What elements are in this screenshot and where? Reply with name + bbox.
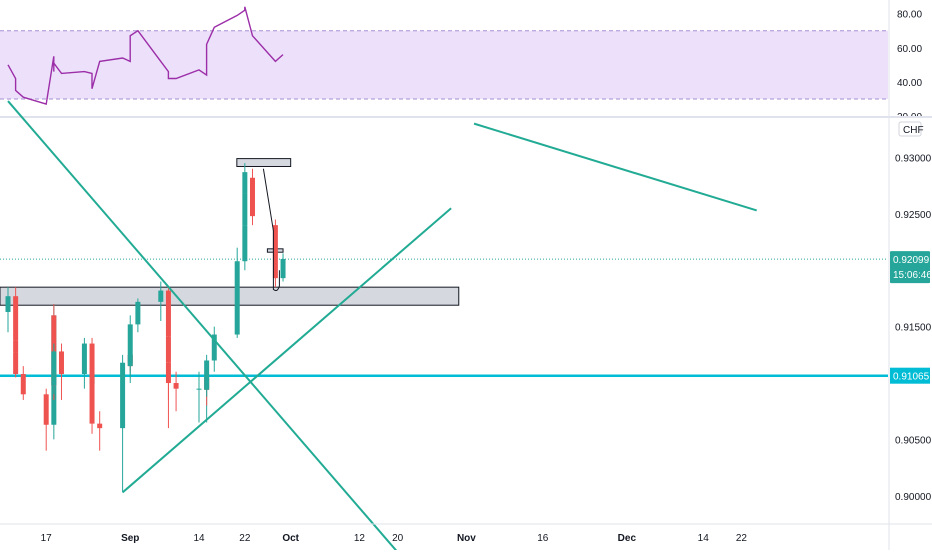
candle-body <box>197 389 202 390</box>
candle <box>212 327 217 372</box>
candle-body <box>128 324 133 366</box>
candle-body <box>51 351 56 385</box>
price-tick-label: 0.92500 <box>895 210 932 221</box>
trend-line-1[interactable] <box>123 208 452 492</box>
rsi-band <box>0 31 888 99</box>
price-tick-label: 0.93000 <box>895 153 932 164</box>
candle-body <box>174 383 179 389</box>
candle-body <box>166 363 171 383</box>
price-tick-label: 0.90000 <box>895 492 932 503</box>
candle-body <box>82 344 87 374</box>
candle <box>59 344 64 400</box>
level-price-label: 0.91065 <box>893 372 930 383</box>
candle-body <box>158 291 163 302</box>
time-tick-label: 22 <box>239 533 251 544</box>
price-tick-label: 0.91500 <box>895 323 932 334</box>
candle-body <box>204 360 209 389</box>
candle <box>204 355 209 397</box>
candle <box>97 411 102 450</box>
time-tick-label: Oct <box>282 533 299 544</box>
candle <box>281 253 286 281</box>
zone-rectangle-0[interactable] <box>0 287 459 305</box>
candle <box>128 315 133 377</box>
candle <box>235 248 240 338</box>
rsi-tick-label: 40.00 <box>897 78 922 89</box>
candle-body <box>6 296 11 312</box>
trend-line-2[interactable] <box>474 124 757 211</box>
candle-body <box>242 172 247 193</box>
countdown-label: 15:06:46 <box>893 270 932 281</box>
time-tick-label: 12 <box>354 533 366 544</box>
candle-body <box>13 353 18 374</box>
candle <box>135 298 140 332</box>
candle <box>197 372 202 423</box>
candle <box>174 372 179 411</box>
current-price-label: 0.92099 <box>893 255 930 266</box>
candle-body <box>97 424 102 429</box>
trend-line-0[interactable] <box>8 101 398 550</box>
rsi-tick-label: 60.00 <box>897 44 922 55</box>
candle-body <box>235 261 240 334</box>
candle-body <box>120 363 125 428</box>
candle-body <box>90 377 95 423</box>
candle-body <box>281 259 286 278</box>
price-pane: CHF 0.93000 0.92500 0.91500 0.90500 0.90000 0.… <box>0 101 932 550</box>
candle-body <box>135 302 140 325</box>
time-tick-label: Dec <box>618 533 637 544</box>
candle-body <box>59 351 64 374</box>
candle <box>120 355 125 493</box>
candle <box>21 366 26 400</box>
time-tick-label: Sep <box>121 533 139 544</box>
time-tick-label: 14 <box>193 533 205 544</box>
rsi-tick-label: 80.00 <box>897 10 922 21</box>
time-tick-label: 22 <box>736 533 748 544</box>
currency-label: CHF <box>903 125 924 136</box>
time-tick-label: 16 <box>537 533 549 544</box>
time-tick-label: Nov <box>457 533 476 544</box>
candle <box>44 389 49 451</box>
time-tick-label: 20 <box>392 533 404 544</box>
time-tick-label: 14 <box>698 533 710 544</box>
price-tick-label: 0.90500 <box>895 435 932 446</box>
price-scale-background <box>889 118 932 524</box>
time-tick-label: 17 <box>41 533 53 544</box>
candle <box>82 338 87 389</box>
candle-body <box>21 374 26 394</box>
candle-body <box>44 394 49 424</box>
candle <box>250 169 255 225</box>
candle-body <box>250 178 255 216</box>
